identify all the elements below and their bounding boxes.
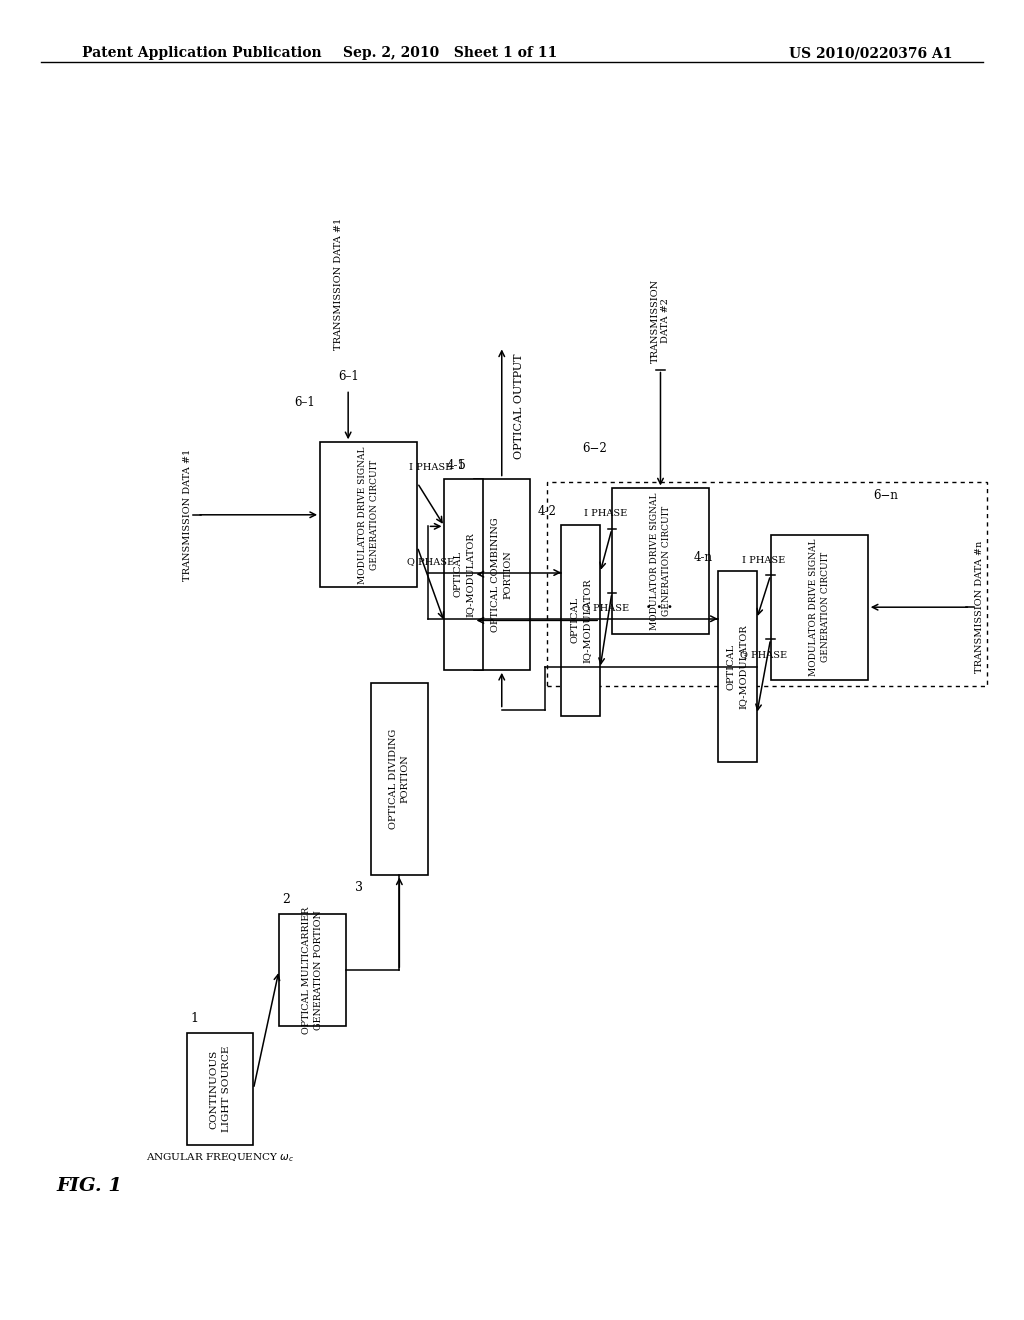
Text: OPTICAL COMBINING
PORTION: OPTICAL COMBINING PORTION xyxy=(492,517,512,631)
Text: TRANSMISSION DATA #1: TRANSMISSION DATA #1 xyxy=(334,218,343,350)
Bar xyxy=(612,488,709,634)
Text: 4-n: 4-n xyxy=(693,552,713,565)
Bar xyxy=(186,1032,254,1146)
Text: I PHASE: I PHASE xyxy=(585,510,628,519)
Text: OPTICAL MULTICARRIER
GENERATION PORTION: OPTICAL MULTICARRIER GENERATION PORTION xyxy=(302,907,323,1034)
Text: 4-2: 4-2 xyxy=(538,506,556,517)
Bar xyxy=(473,479,530,671)
Text: 5: 5 xyxy=(458,459,465,473)
Text: 3: 3 xyxy=(355,882,362,894)
Text: MODULATOR DRIVE SIGNAL
GENERATION CIRCUIT: MODULATOR DRIVE SIGNAL GENERATION CIRCUI… xyxy=(809,539,829,676)
Text: I PHASE: I PHASE xyxy=(410,463,453,473)
Text: MODULATOR DRIVE SIGNAL
GENERATION CIRCUIT: MODULATOR DRIVE SIGNAL GENERATION CIRCUI… xyxy=(650,492,671,630)
Text: MODULATOR DRIVE SIGNAL
GENERATION CIRCUIT: MODULATOR DRIVE SIGNAL GENERATION CIRCUI… xyxy=(358,446,379,583)
Text: TRANSMISSION
DATA #2: TRANSMISSION DATA #2 xyxy=(651,279,670,363)
Bar xyxy=(718,572,757,763)
Text: 6–1: 6–1 xyxy=(338,370,358,383)
Text: CONTINUOUS
LIGHT SOURCE: CONTINUOUS LIGHT SOURCE xyxy=(210,1045,230,1133)
Text: TRANSMISSION DATA #1: TRANSMISSION DATA #1 xyxy=(183,449,193,581)
Text: US 2010/0220376 A1: US 2010/0220376 A1 xyxy=(788,46,952,61)
Text: OPTICAL DIVIDING
PORTION: OPTICAL DIVIDING PORTION xyxy=(389,729,410,829)
Text: OPTICAL OUTPUT: OPTICAL OUTPUT xyxy=(514,354,524,458)
Bar xyxy=(371,684,428,875)
Text: OPTICAL
IQ-MODULATOR: OPTICAL IQ-MODULATOR xyxy=(570,578,591,663)
Text: 4-1: 4-1 xyxy=(446,459,465,473)
Text: TRANSMISSION DATA #n: TRANSMISSION DATA #n xyxy=(975,541,984,673)
Text: 6–1: 6–1 xyxy=(294,396,315,409)
Bar xyxy=(279,913,345,1027)
Text: . . .: . . . xyxy=(645,597,673,611)
Bar xyxy=(547,482,987,686)
Text: 1: 1 xyxy=(190,1012,198,1024)
Text: ANGULAR FREQUENCY $\omega_c$: ANGULAR FREQUENCY $\omega_c$ xyxy=(146,1151,294,1164)
Bar xyxy=(771,535,868,680)
Text: Q PHASE: Q PHASE xyxy=(583,603,630,612)
Text: 2: 2 xyxy=(282,894,290,906)
Text: 6−n: 6−n xyxy=(872,488,898,502)
Text: OPTICAL
IQ-MODULATOR: OPTICAL IQ-MODULATOR xyxy=(727,624,748,709)
Text: FIG. 1: FIG. 1 xyxy=(56,1176,122,1195)
Bar xyxy=(561,525,600,715)
Bar xyxy=(444,479,483,671)
Text: I PHASE: I PHASE xyxy=(742,556,785,565)
Text: Q PHASE: Q PHASE xyxy=(408,557,455,566)
Text: Q PHASE: Q PHASE xyxy=(740,649,787,659)
Text: Sep. 2, 2010   Sheet 1 of 11: Sep. 2, 2010 Sheet 1 of 11 xyxy=(343,46,558,61)
Text: 6−2: 6−2 xyxy=(582,442,606,455)
Text: Patent Application Publication: Patent Application Publication xyxy=(82,46,322,61)
Bar xyxy=(319,442,418,587)
Text: OPTICAL
IQ-MODULATOR: OPTICAL IQ-MODULATOR xyxy=(454,532,474,616)
